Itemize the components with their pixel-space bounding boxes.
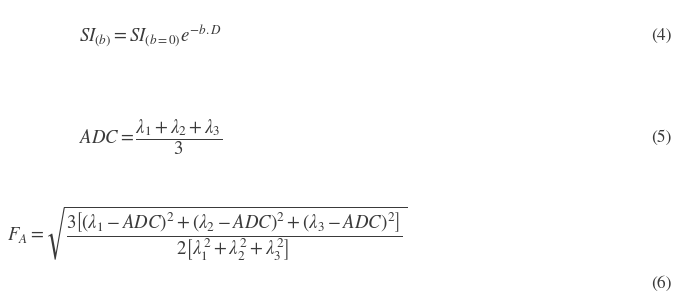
Text: (4): (4) — [651, 28, 672, 44]
Text: $ADC = \dfrac{\lambda_1 + \lambda_2 + \lambda_3}{3}$: $ADC = \dfrac{\lambda_1 + \lambda_2 + \l… — [79, 118, 223, 157]
Text: $F_A = \sqrt{\dfrac{3\left[(\lambda_1 - ADC)^2 + (\lambda_2 - ADC)^2 + (\lambda_: $F_A = \sqrt{\dfrac{3\left[(\lambda_1 - … — [7, 204, 407, 262]
Text: (6): (6) — [651, 276, 672, 292]
Text: $SI_{(b)} = SI_{(b=0)}e^{-b.D}$: $SI_{(b)} = SI_{(b=0)}e^{-b.D}$ — [79, 23, 222, 49]
Text: (5): (5) — [651, 129, 672, 146]
